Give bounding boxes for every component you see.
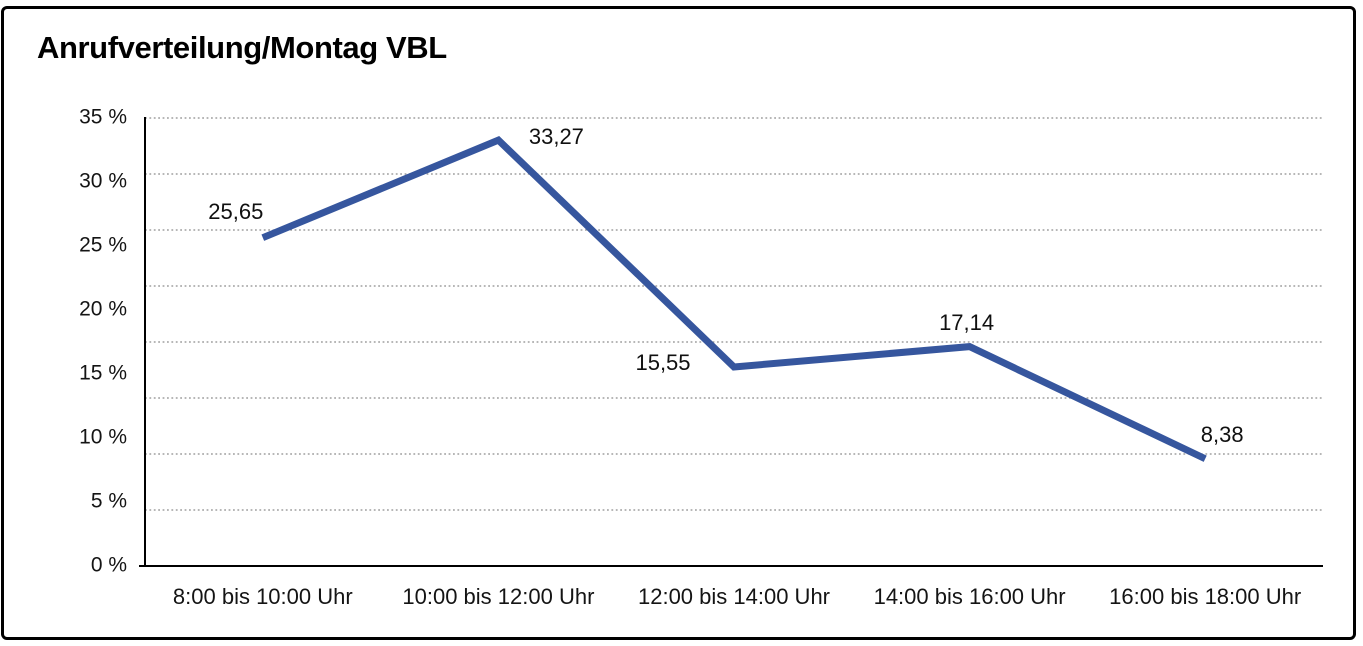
y-axis-tick-label: 20 % <box>79 297 127 321</box>
x-axis-category-label: 8:00 bis 10:00 Uhr <box>172 584 353 609</box>
data-point-value-label: 33,27 <box>528 124 584 150</box>
y-axis-tick-label: 30 % <box>79 169 127 193</box>
data-point-value-label: 15,55 <box>635 349 691 375</box>
y-axis-tick-label: 25 % <box>79 233 127 257</box>
chart-title: Anrufverteilung/Montag VBL <box>37 30 447 65</box>
y-axis-tick-label: 10 % <box>79 425 127 449</box>
data-point-value-label: 25,65 <box>208 198 264 224</box>
y-axis-tick-label: 35 % <box>79 105 127 129</box>
y-axis-tick-label: 5 % <box>90 489 127 513</box>
x-axis-category-label: 10:00 bis 12:00 Uhr <box>402 584 595 609</box>
y-axis-tick-label: 0 % <box>90 553 127 577</box>
data-line <box>261 136 1207 462</box>
data-point-value-label: 8,38 <box>1200 421 1244 447</box>
x-axis-category-label: 12:00 bis 14:00 Uhr <box>637 584 831 609</box>
data-point-value-label: 17,14 <box>939 309 995 335</box>
x-axis-category-label: 14:00 bis 16:00 Uhr <box>873 584 1066 609</box>
x-axis-category-label: 16:00 bis 18:00 Uhr <box>1109 584 1302 609</box>
y-axis-tick-label: 15 % <box>79 361 127 385</box>
